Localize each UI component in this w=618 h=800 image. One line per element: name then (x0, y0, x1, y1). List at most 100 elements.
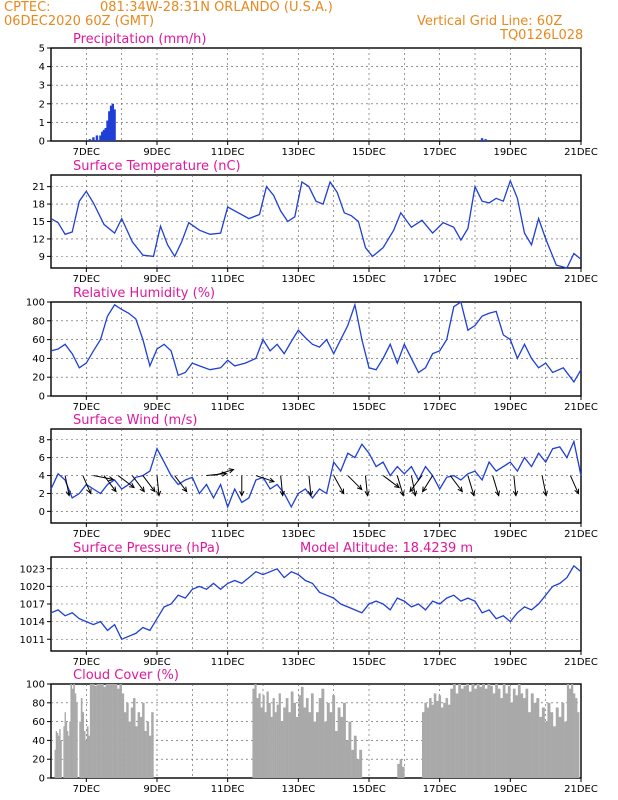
wind-arrow (569, 475, 580, 495)
cloud-bar (298, 695, 302, 778)
wind-arrow (410, 475, 418, 497)
cloud-bar (436, 700, 439, 778)
cloud-bar (139, 716, 143, 778)
cloud-bar (438, 695, 442, 778)
panel-title-3: Relative Humidity (%) (73, 286, 215, 301)
cloud-bar (507, 685, 511, 778)
xtick-label-3: 11DEC (211, 402, 245, 413)
cloud-bar (103, 686, 106, 778)
cloud-bar (133, 698, 136, 778)
cloud-bar (351, 749, 355, 778)
cloud-bar (476, 684, 480, 778)
precip-bar (104, 127, 107, 141)
cloud-bar (137, 712, 141, 778)
header-location: 081:34W-28:31N ORLANDO (U.S.A.) (100, 0, 333, 15)
cloud-bar (495, 684, 498, 778)
cloud-bar (468, 691, 472, 778)
cloud-bar (71, 688, 74, 778)
wind-arrow (64, 475, 71, 497)
cloud-bar (429, 698, 432, 778)
ytick-label-5: 1020 (20, 582, 45, 593)
cloud-bar (272, 698, 275, 778)
cloud-bar (422, 712, 425, 778)
wind-arrow (117, 475, 136, 489)
cloud-bar (547, 702, 551, 778)
cloud-bar (490, 685, 493, 778)
xtick-label-1: 19DEC (493, 147, 527, 158)
ytick-label-2: 18 (32, 200, 45, 211)
cloud-bar (112, 684, 116, 778)
cloud-bar (517, 684, 521, 778)
ytick-label-1: 1 (39, 118, 45, 129)
precip-bar (88, 139, 92, 141)
cloud-bar (92, 684, 95, 778)
cloud-bar (497, 688, 501, 778)
xtick-label-3: 21DEC (564, 402, 598, 413)
wind-arrow (409, 475, 423, 493)
cloud-bar (443, 702, 446, 778)
ytick-label-4: 6 (39, 453, 45, 464)
cloud-bar (295, 716, 299, 778)
cloud-bar (280, 721, 284, 778)
wind-arrow (279, 475, 285, 497)
cloud-bar (105, 684, 109, 778)
panel-subtitle-5: Model Altitude: 18.4239 m (300, 541, 473, 556)
xtick-label-1: 13DEC (281, 147, 315, 158)
cloud-bar (79, 721, 81, 778)
cloud-bar (515, 695, 519, 778)
cloud-bar (502, 684, 506, 778)
cloud-bar (318, 698, 322, 778)
xtick-label-1: 15DEC (352, 147, 386, 158)
xtick-label-2: 13DEC (281, 274, 315, 285)
precip-bar (95, 135, 99, 141)
wind-arrow (421, 475, 434, 493)
cloud-bar (433, 693, 437, 778)
xtick-label-6: 15DEC (352, 784, 386, 795)
cloud-bar (82, 712, 85, 778)
xtick-label-6: 13DEC (281, 784, 315, 795)
cloud-bar (268, 702, 271, 778)
cloud-bar (110, 684, 113, 778)
wind-arrow (307, 475, 314, 497)
cloud-bar (445, 698, 449, 778)
cloud-bar (321, 688, 325, 778)
cloud-bar (85, 740, 88, 778)
cloud-bar (332, 695, 336, 778)
ytick-label-3: 100 (26, 298, 45, 309)
cloud-bar (482, 684, 485, 778)
wind-arrow (492, 475, 500, 497)
cloud-bar (568, 688, 572, 778)
cloud-bar (455, 693, 459, 778)
xtick-label-4: 17DEC (423, 529, 457, 540)
wind-arrow (174, 475, 188, 493)
cloud-bar (310, 693, 314, 778)
cloud-bar (274, 712, 277, 778)
ytick-label-1: 4 (39, 62, 45, 73)
cloud-bar (114, 684, 118, 778)
cloud-bar (76, 702, 78, 778)
xtick-label-3: 15DEC (352, 402, 386, 413)
cloud-bar (466, 684, 470, 778)
cloud-bar (471, 684, 475, 778)
cloud-bar (575, 698, 578, 778)
xtick-label-1: 17DEC (423, 147, 457, 158)
xtick-label-2: 17DEC (423, 274, 457, 285)
cloud-bar (558, 716, 562, 778)
cloud-bar (300, 686, 304, 778)
header-grid-note: Vertical Grid Line: 60Z (417, 14, 563, 29)
xtick-label-6: 19DEC (493, 784, 527, 795)
wind-arrow (449, 475, 463, 493)
cloud-bar (86, 726, 89, 778)
xtick-label-5: 19DEC (493, 657, 527, 668)
xtick-label-5: 17DEC (423, 657, 457, 668)
panel-title-4: Surface Wind (m/s) (73, 413, 197, 428)
xtick-label-3: 17DEC (423, 402, 457, 413)
cloud-bar (463, 685, 467, 778)
xtick-label-2: 21DEC (564, 274, 598, 285)
header-run: 06DEC2020 60Z (GMT) (4, 14, 155, 29)
cloud-bar (450, 688, 454, 778)
panel-frame-1 (50, 47, 582, 142)
xtick-label-4: 7DEC (73, 529, 100, 540)
xtick-label-6: 17DEC (423, 784, 457, 795)
wind-arrow (255, 475, 275, 483)
